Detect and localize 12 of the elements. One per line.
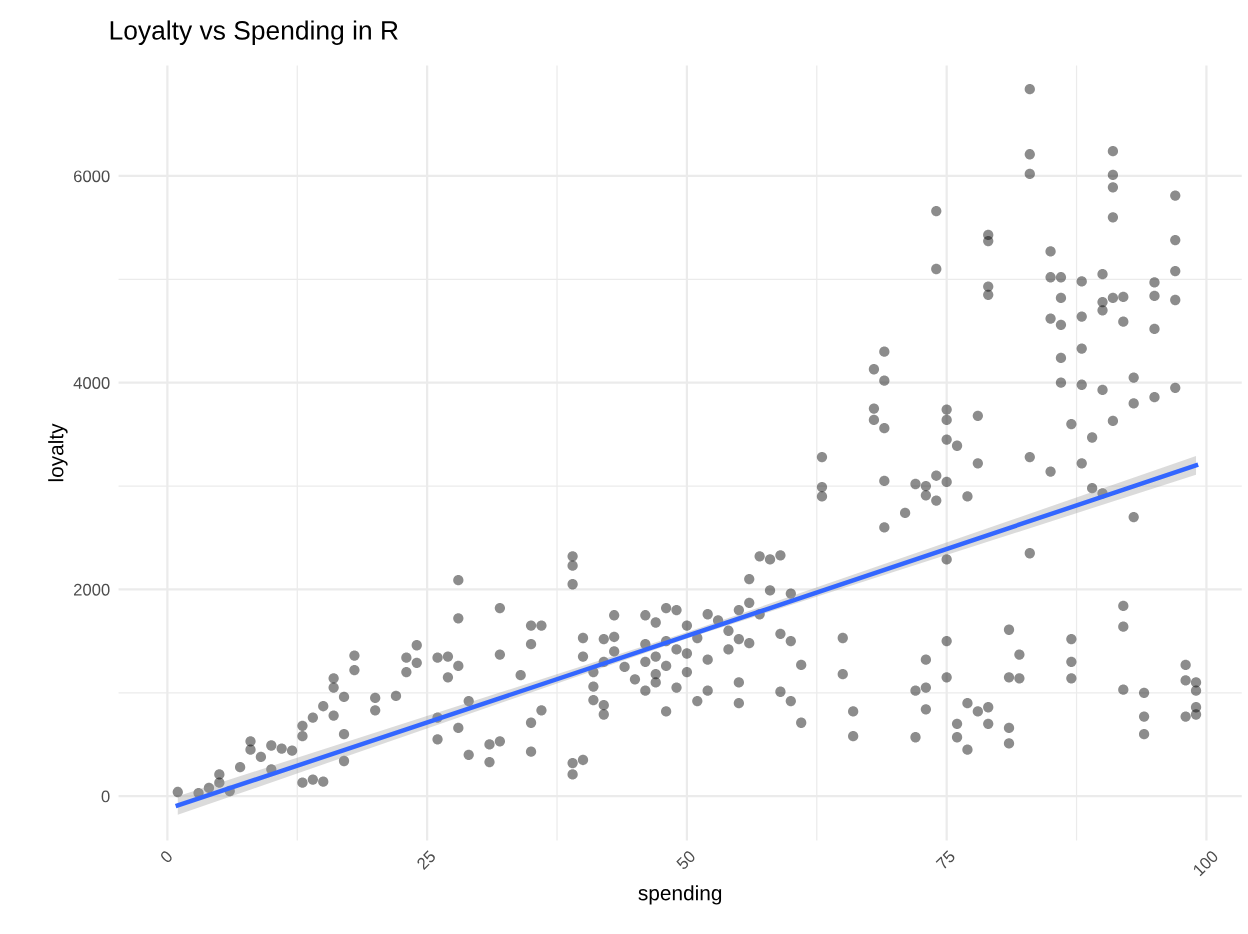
x-tick-label: 0 [159,849,174,864]
x-tick-label: 75 [935,849,956,871]
x-axis-title: spending [638,885,722,905]
x-tick-label: 50 [675,849,697,871]
x-tick-label: 25 [416,849,437,871]
y-tick-label: 4000 [73,377,110,389]
chart-title: Loyalty vs Spending in R [110,20,398,45]
y-tick-label: 6000 [74,170,110,183]
y-tick-label: 2000 [73,583,110,596]
x-tick-label: 100 [1192,849,1219,877]
y-tick-label: 0 [101,790,110,803]
y-axis-title: loyalty [48,423,68,482]
